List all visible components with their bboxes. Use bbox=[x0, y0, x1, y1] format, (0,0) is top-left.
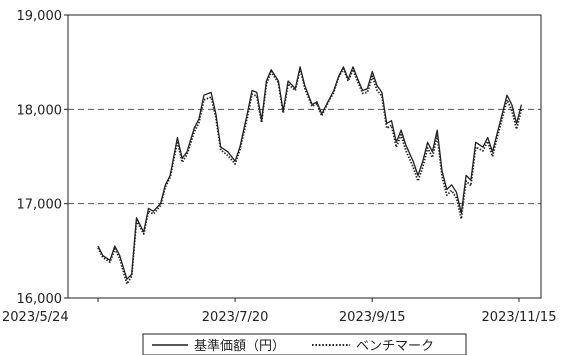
legend-box bbox=[142, 333, 467, 355]
series-line-nav bbox=[97, 66, 523, 280]
x-axis: 2023/5/24 2023/7/20 2023/9/15 2023/11/15 bbox=[2, 298, 556, 325]
y-tick-label: 19,000 bbox=[17, 9, 63, 24]
series-layer bbox=[97, 66, 523, 285]
y-tick-label: 18,000 bbox=[17, 103, 63, 118]
legend-label-benchmark: ベンチマーク bbox=[356, 339, 434, 354]
y-tick-label: 16,000 bbox=[17, 292, 63, 307]
y-axis: 16,000 17,000 18,000 19,000 bbox=[17, 9, 68, 307]
x-tick-label: 2023/7/20 bbox=[202, 310, 269, 325]
x-tick-label: 2023/5/24 bbox=[2, 310, 69, 325]
grid-lines bbox=[68, 108, 541, 205]
y-tick-label: 17,000 bbox=[17, 198, 63, 213]
x-tick-label: 2023/11/15 bbox=[482, 310, 557, 325]
legend: 基準価額（円） ベンチマーク bbox=[142, 333, 467, 355]
series-line-benchmark bbox=[97, 67, 523, 285]
legend-label-nav: 基準価額（円） bbox=[194, 338, 285, 354]
x-tick-label: 2023/9/15 bbox=[339, 310, 406, 325]
plot-area-frame bbox=[67, 14, 542, 299]
